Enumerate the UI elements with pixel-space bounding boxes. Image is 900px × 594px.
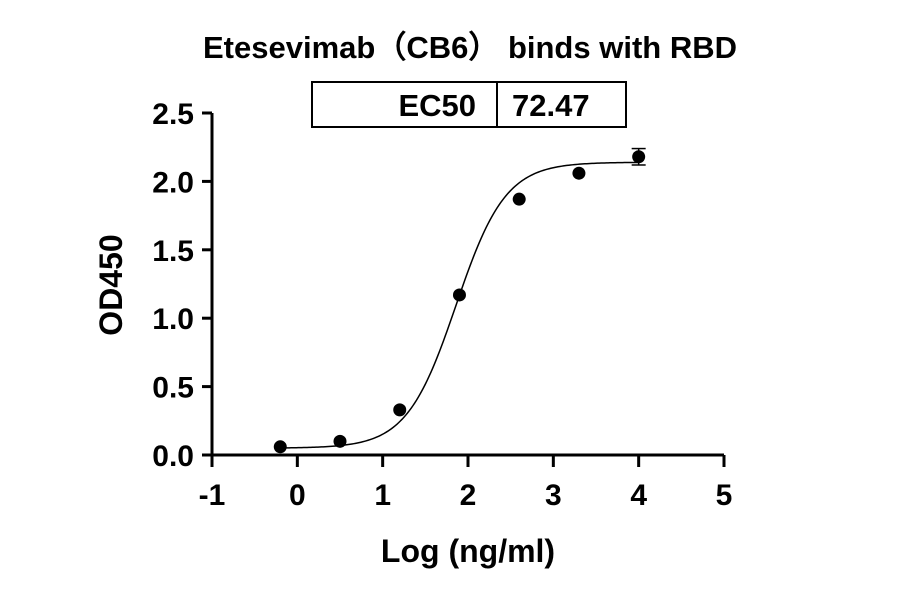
ec50-label: EC50	[398, 88, 476, 123]
x-tick-label: 2	[460, 479, 477, 512]
x-tick-label: -1	[199, 479, 226, 512]
y-axis: 0.0 0.5 1.0 1.5 2.0 2.5	[152, 98, 214, 473]
data-point	[452, 288, 466, 302]
x-tick-label: 0	[289, 479, 306, 512]
data-point	[632, 150, 646, 164]
x-tick-label: 4	[630, 479, 647, 512]
data-point	[572, 166, 586, 180]
x-tick-label: 3	[545, 479, 562, 512]
ec50-box	[311, 81, 627, 128]
plot-area	[273, 147, 646, 454]
x-axis-label: Log (ng/ml)	[381, 533, 555, 569]
fit-curve	[280, 161, 639, 449]
y-axis-label: OD450	[93, 234, 129, 335]
data-point	[273, 440, 287, 454]
x-tick-label: 5	[716, 479, 733, 512]
chart-title: Etesevimab（CB6） binds with RBD	[203, 30, 737, 65]
data-point	[333, 434, 347, 448]
y-tick-label: 0.0	[152, 440, 194, 473]
y-tick-label: 2.0	[152, 166, 194, 199]
y-tick-label: 2.5	[152, 98, 194, 131]
data-point	[393, 403, 407, 417]
x-tick-label: 1	[374, 479, 391, 512]
data-point	[512, 192, 526, 206]
y-tick-label: 1.0	[152, 303, 194, 336]
y-tick-label: 0.5	[152, 372, 194, 405]
ec50-table: EC50 72.47	[311, 81, 627, 128]
x-axis: -1 0 1 2 3 4 5	[199, 453, 733, 512]
ec50-value: 72.47	[512, 88, 590, 123]
y-tick-label: 1.5	[152, 235, 194, 268]
